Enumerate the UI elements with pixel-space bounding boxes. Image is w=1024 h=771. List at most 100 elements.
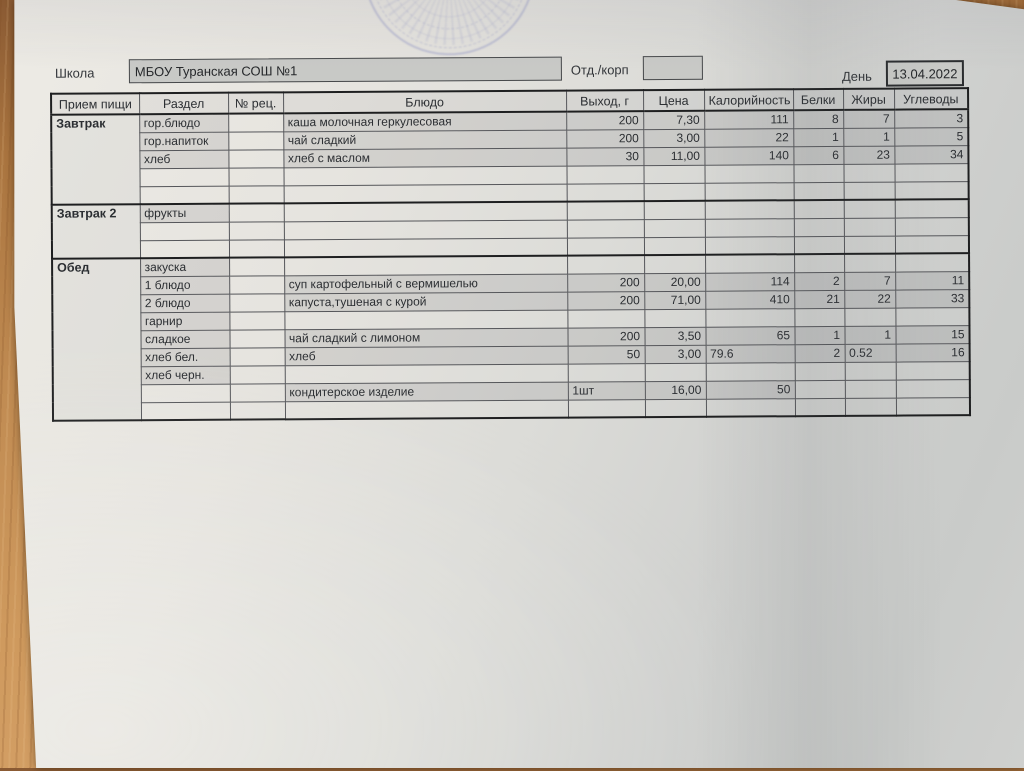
dish-cell: суп картофельный с вермишелью	[284, 273, 568, 294]
carbs-cell: 5	[894, 127, 969, 146]
calories-cell: 22	[704, 128, 794, 147]
calories-cell	[705, 254, 795, 273]
section-cell	[139, 185, 229, 205]
section-cell: гор.напиток	[139, 131, 229, 151]
carbs-cell	[895, 379, 970, 398]
protein-cell	[793, 235, 845, 255]
calories-cell: 79.6	[705, 344, 795, 363]
recipe-cell	[228, 149, 284, 168]
carbs-cell	[894, 163, 969, 182]
fat-cell: 0.52	[844, 343, 896, 362]
dish-cell	[284, 309, 568, 330]
calories-cell	[704, 182, 794, 201]
meal-section: Завтрак 2 фрукты	[51, 199, 970, 259]
dept-label: Отд./корп	[570, 62, 629, 78]
column-header: Калорийность	[704, 89, 794, 111]
column-header: Жиры	[843, 88, 895, 110]
price-cell: 3,00	[643, 128, 705, 148]
carbs-cell: 3	[894, 109, 969, 128]
output-cell: 200	[566, 129, 644, 148]
fat-cell: 22	[844, 289, 896, 308]
date-field: 13.04.2022	[885, 60, 965, 87]
output-cell: 200	[567, 291, 645, 310]
price-cell	[644, 254, 706, 274]
meal-section: Обед закуска 1 блюдо суп картофельный с вер…	[52, 253, 971, 421]
dish-cell: хлеб	[284, 345, 568, 366]
section-cell: хлеб	[139, 149, 229, 169]
protein-cell: 2	[794, 343, 845, 363]
calories-cell: 50	[705, 380, 795, 399]
recipe-cell	[229, 275, 285, 294]
fat-cell	[844, 379, 896, 398]
dish-cell: капуста,тушеная с курой	[284, 291, 568, 312]
dish-cell: каша молочная геркулесовая	[283, 111, 567, 132]
carbs-cell	[894, 181, 969, 200]
dish-cell	[284, 363, 568, 384]
section-cell: фрукты	[139, 203, 229, 223]
output-cell: 50	[567, 345, 645, 364]
calories-cell: 140	[704, 146, 794, 165]
fat-cell	[844, 307, 896, 326]
meal-section: Завтрак гор.блюдо каша молочная геркулесов…	[51, 109, 969, 205]
recipe-cell	[229, 293, 285, 312]
calories-cell: 111	[704, 110, 794, 129]
column-header: Углеводы	[894, 88, 969, 110]
fat-cell	[844, 361, 896, 380]
output-cell	[566, 237, 645, 256]
output-cell	[567, 399, 646, 418]
protein-cell	[793, 181, 844, 201]
carbs-cell: 15	[895, 325, 970, 344]
dish-cell	[283, 165, 567, 186]
protein-cell	[794, 397, 846, 417]
price-cell	[643, 218, 705, 238]
carbs-cell	[895, 253, 970, 272]
section-cell	[139, 167, 229, 187]
recipe-cell	[229, 401, 286, 420]
dish-cell	[283, 219, 567, 240]
school-name-field: МБОУ Туранская СОШ №1	[128, 56, 562, 84]
section-cell: хлеб черн.	[140, 365, 230, 385]
calories-cell: 410	[705, 290, 795, 309]
section-cell: закуска	[140, 257, 230, 277]
dish-cell: кондитерское изделие	[284, 381, 568, 402]
day-label: День	[841, 68, 872, 84]
output-cell	[567, 363, 645, 382]
column-header: Белки	[793, 88, 844, 111]
fat-cell	[843, 235, 896, 254]
carbs-cell	[895, 361, 970, 380]
dish-cell	[283, 201, 567, 222]
calories-cell: 114	[705, 272, 795, 291]
fat-cell: 23	[843, 145, 895, 164]
recipe-cell	[228, 239, 285, 258]
price-cell: 3,00	[644, 344, 706, 364]
fat-cell	[843, 217, 895, 236]
protein-cell: 1	[794, 325, 845, 345]
recipe-cell	[229, 257, 285, 276]
recipe-cell	[229, 329, 285, 348]
carbs-cell: 11	[895, 271, 970, 290]
fat-cell	[844, 253, 896, 272]
fat-cell: 1	[843, 127, 895, 146]
date-value: 13.04.2022	[892, 65, 958, 82]
carbs-cell: 16	[895, 343, 970, 362]
section-cell: гарнир	[140, 311, 230, 331]
dish-cell: хлеб с маслом	[283, 147, 567, 168]
protein-cell	[793, 217, 844, 237]
protein-cell: 1	[793, 127, 844, 147]
fat-cell: 7	[843, 109, 895, 128]
calories-cell: 65	[705, 326, 795, 345]
fat-cell: 1	[844, 325, 896, 344]
protein-cell	[794, 307, 845, 327]
protein-cell	[794, 361, 845, 381]
carbs-cell: 34	[894, 145, 969, 164]
carbs-cell	[894, 217, 969, 236]
protein-cell: 6	[793, 145, 844, 165]
fat-cell: 7	[844, 271, 896, 290]
meal-cell: Обед	[52, 258, 142, 421]
recipe-cell	[228, 185, 284, 204]
calories-cell	[704, 218, 794, 237]
school-name-value: МБОУ Туранская СОШ №1	[134, 62, 298, 79]
recipe-cell	[229, 383, 285, 402]
